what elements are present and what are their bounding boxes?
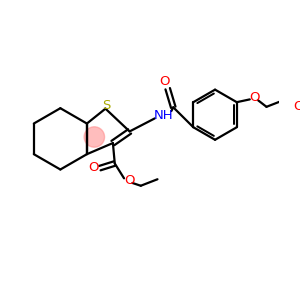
Text: O: O	[249, 91, 260, 104]
Text: NH: NH	[154, 109, 174, 122]
Circle shape	[84, 127, 104, 147]
Text: O: O	[88, 161, 99, 174]
Text: O: O	[124, 174, 135, 187]
Text: O: O	[160, 75, 170, 88]
Text: O: O	[294, 100, 300, 113]
Text: S: S	[102, 99, 111, 112]
